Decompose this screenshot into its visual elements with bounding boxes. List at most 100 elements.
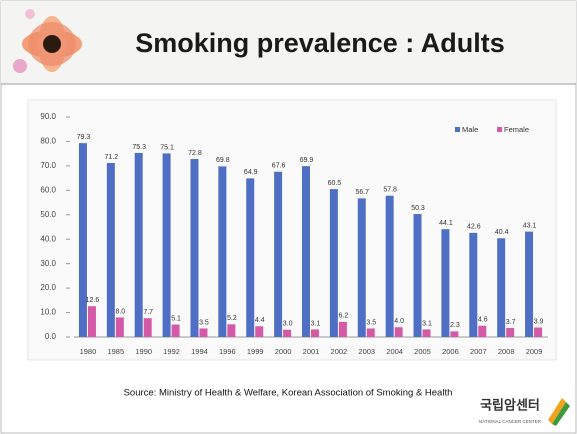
bar xyxy=(162,153,171,337)
value-label: 56.7 xyxy=(355,189,369,196)
bar xyxy=(227,324,236,337)
bar xyxy=(134,152,143,337)
value-label: 3.9 xyxy=(534,318,544,325)
value-label: 5.1 xyxy=(171,315,181,322)
logo-mark xyxy=(548,398,570,426)
value-label: 40.4 xyxy=(495,229,509,236)
value-label: 4.6 xyxy=(478,317,488,324)
value-label: 75.3 xyxy=(132,144,146,151)
bar xyxy=(274,171,283,337)
value-label: 50.3 xyxy=(411,205,425,212)
legend-label: Female xyxy=(504,125,529,134)
x-tick-label: 1992 xyxy=(163,347,180,356)
bar xyxy=(525,231,534,337)
x-tick-label: 1996 xyxy=(219,347,236,356)
value-label: 42.6 xyxy=(467,224,481,231)
bar xyxy=(338,321,347,337)
source-note: Source: Ministry of Health & Welfare, Ko… xyxy=(124,388,453,399)
bar xyxy=(78,143,87,337)
y-tick-label: 60.0 xyxy=(40,185,56,194)
x-tick-label: 2008 xyxy=(498,347,515,356)
y-tick-label: 80.0 xyxy=(40,137,56,146)
value-label: 64.9 xyxy=(244,169,258,176)
bar xyxy=(506,327,515,337)
bar xyxy=(366,328,375,337)
x-tick-label: 1994 xyxy=(191,347,208,356)
x-tick-label: 1985 xyxy=(107,347,124,356)
value-label: 43.1 xyxy=(523,222,537,229)
value-label: 8.0 xyxy=(115,308,125,315)
value-label: 79.3 xyxy=(77,134,91,141)
x-tick-label: 1980 xyxy=(80,347,97,356)
bar xyxy=(441,229,450,337)
bar xyxy=(311,329,319,337)
bar xyxy=(469,232,478,337)
x-tick-label: 1990 xyxy=(135,347,152,356)
slide-title: Smoking prevalence : Adults xyxy=(135,28,505,58)
legend-swatch xyxy=(497,127,502,132)
y-tick-label: 20.0 xyxy=(40,283,56,292)
bar xyxy=(534,327,543,337)
bar xyxy=(115,317,124,337)
value-label: 69.9 xyxy=(300,157,314,164)
value-label: 3.0 xyxy=(283,321,293,328)
x-tick-label: 2001 xyxy=(303,347,320,356)
x-tick-label: 2004 xyxy=(386,347,403,356)
x-tick-label: 2005 xyxy=(414,347,431,356)
flower-icon xyxy=(13,9,82,73)
bar xyxy=(106,162,115,337)
y-tick-label: 70.0 xyxy=(40,161,56,170)
value-label: 3.1 xyxy=(311,320,321,327)
bar xyxy=(450,331,459,337)
value-label: 2.3 xyxy=(450,322,460,329)
bar xyxy=(255,326,264,337)
x-tick-label: 1999 xyxy=(247,347,264,356)
bar xyxy=(87,306,96,337)
x-tick-label: 2007 xyxy=(470,347,487,356)
value-label: 4.0 xyxy=(394,318,404,325)
value-label: 44.1 xyxy=(439,220,453,227)
value-label: 6.2 xyxy=(339,313,349,320)
value-label: 72.8 xyxy=(188,150,202,157)
bar xyxy=(143,318,152,337)
y-tick-label: 0.0 xyxy=(45,332,57,341)
value-label: 5.2 xyxy=(227,315,237,322)
legend-swatch xyxy=(455,127,460,132)
bar xyxy=(478,325,487,337)
y-tick-label: 40.0 xyxy=(40,234,56,243)
x-tick-label: 2003 xyxy=(358,347,375,356)
value-label: 4.4 xyxy=(255,317,265,324)
logo-subtext: NATIONAL CANCER CENTER xyxy=(479,419,542,424)
bar xyxy=(302,166,310,337)
value-label: 67.6 xyxy=(272,163,286,170)
y-tick-label: 50.0 xyxy=(40,210,56,219)
x-tick-label: 2006 xyxy=(442,347,459,356)
bar xyxy=(422,329,431,337)
x-tick-label: 2002 xyxy=(331,347,348,356)
bar xyxy=(283,329,292,337)
bar xyxy=(385,195,394,337)
value-label: 12.6 xyxy=(86,297,100,304)
value-label: 69.8 xyxy=(216,157,230,164)
value-label: 3.5 xyxy=(366,319,376,326)
header-band xyxy=(1,1,576,83)
value-label: 57.8 xyxy=(383,187,397,194)
value-label: 60.5 xyxy=(328,180,342,187)
bar xyxy=(171,324,180,337)
value-label: 71.2 xyxy=(105,154,119,161)
legend-label: Male xyxy=(462,125,478,134)
bar xyxy=(394,327,403,337)
x-tick-label: 2000 xyxy=(275,347,292,356)
bar xyxy=(413,214,422,337)
x-tick-label: 2009 xyxy=(526,347,543,356)
value-label: 3.7 xyxy=(506,319,516,326)
value-label: 3.1 xyxy=(422,320,432,327)
bar xyxy=(190,159,199,337)
y-tick-label: 90.0 xyxy=(40,112,56,121)
bar xyxy=(218,166,227,337)
logo-text: 국립암센터 xyxy=(480,397,540,412)
y-tick-label: 10.0 xyxy=(40,308,56,317)
bar xyxy=(497,238,506,337)
value-label: 3.5 xyxy=(199,319,209,326)
